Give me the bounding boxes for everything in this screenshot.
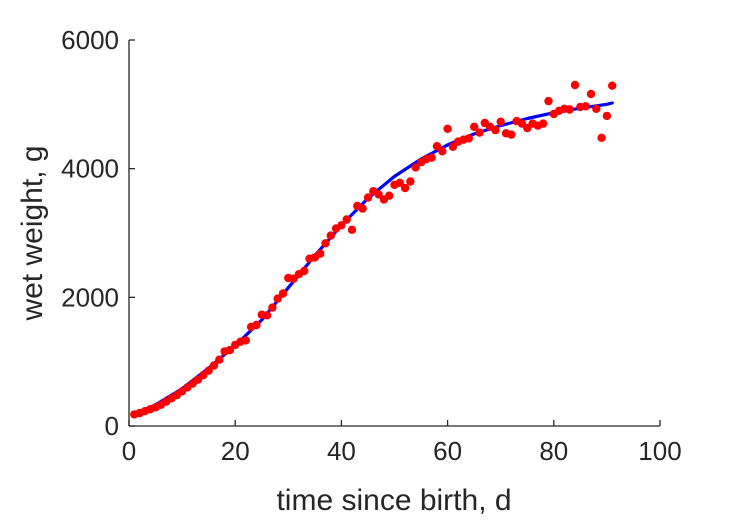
data-point <box>597 133 606 142</box>
data-point <box>586 89 596 99</box>
data-point <box>252 320 261 330</box>
x-tick-label: 60 <box>433 436 462 466</box>
data-point <box>358 204 367 213</box>
data-point <box>316 249 325 258</box>
data-point <box>347 225 357 234</box>
y-tick-label: 4000 <box>61 154 119 184</box>
data-point <box>565 105 574 114</box>
data-point <box>570 80 580 90</box>
data-point <box>411 163 420 172</box>
data-point <box>374 190 383 199</box>
data-point <box>321 239 330 248</box>
data-point <box>475 128 484 137</box>
data-point <box>268 303 277 312</box>
data-point <box>342 215 351 224</box>
data-point <box>491 125 500 135</box>
data-point <box>273 294 282 303</box>
x-tick-label: 80 <box>539 436 568 466</box>
data-point <box>278 289 288 298</box>
y-tick-label: 6000 <box>61 25 119 55</box>
data-point <box>464 134 473 143</box>
fit-curve <box>132 101 614 416</box>
data-points-layer <box>130 80 617 419</box>
x-axis-label: time since birth, d <box>276 484 511 517</box>
data-point <box>507 130 516 139</box>
data-point <box>204 366 213 375</box>
data-point <box>385 191 394 200</box>
data-point <box>225 345 235 355</box>
data-point <box>448 142 458 151</box>
x-tick-label: 20 <box>221 436 250 466</box>
data-point <box>592 104 601 114</box>
data-point <box>300 266 309 276</box>
data-point <box>209 361 219 370</box>
data-point <box>395 178 404 187</box>
x-tick-label: 40 <box>327 436 356 466</box>
data-point <box>406 177 415 186</box>
data-point <box>241 336 250 345</box>
data-point <box>602 111 612 121</box>
data-point <box>496 117 505 126</box>
data-point <box>581 102 590 111</box>
data-point <box>443 124 452 133</box>
fit-curve-layer <box>132 101 614 416</box>
x-tick-label: 0 <box>122 436 136 466</box>
data-point <box>608 81 617 90</box>
axis-ticks: 0 20 40 60 80 100 0 2000 4000 6000 <box>61 25 682 466</box>
data-point <box>544 96 553 106</box>
data-point <box>539 119 548 128</box>
data-point <box>470 122 479 131</box>
data-point <box>427 153 436 162</box>
y-axis-label: wet weight, g <box>16 145 49 321</box>
data-point <box>363 193 373 202</box>
data-point <box>432 142 442 151</box>
x-tick-label: 100 <box>638 436 681 466</box>
data-point <box>326 231 335 240</box>
y-tick-label: 0 <box>105 411 119 441</box>
data-point <box>337 221 346 230</box>
data-point <box>262 311 272 320</box>
y-tick-label: 2000 <box>61 282 119 312</box>
data-point <box>215 355 224 364</box>
data-point <box>400 183 410 193</box>
data-point <box>438 147 447 156</box>
